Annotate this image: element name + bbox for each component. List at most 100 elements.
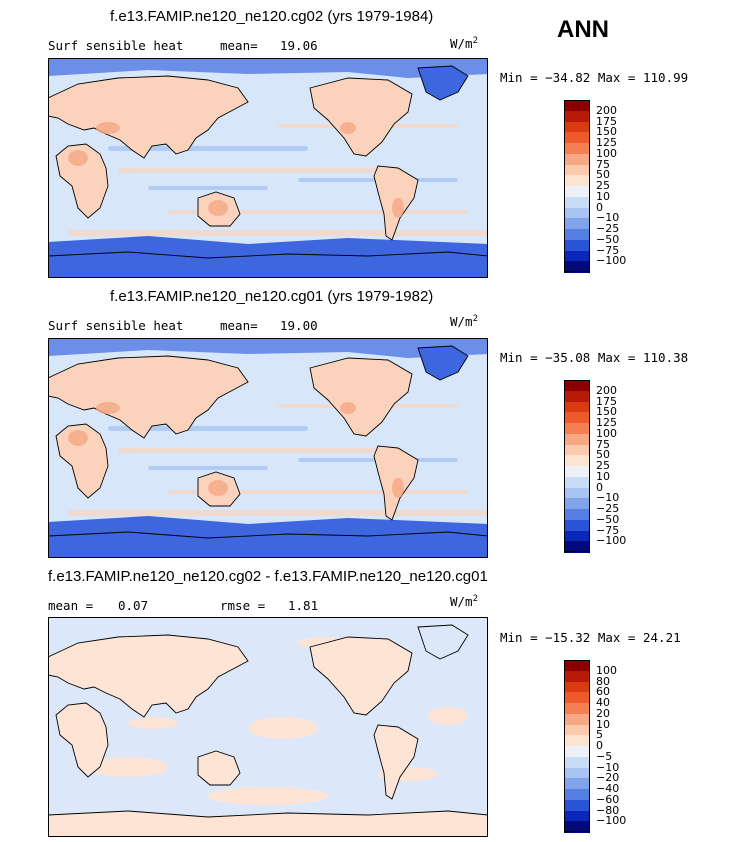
panel3-colorbar: 100 80 60 40 20 10 5 0 −5 −10 −20 −40 −60 −80 −100 [564,660,626,833]
panel3-minmax: Min = −15.32 Max = 24.21 [500,630,681,645]
colorbar-frame [564,660,590,832]
panel3-mean-label: mean = [48,598,94,613]
hot-spot [208,200,228,216]
continent-samerica [373,724,419,800]
colorbar-tick-label: −50 [596,232,620,246]
colorbar-frame [564,380,590,552]
colorbar-tick-label: 75 [596,437,610,451]
hot-spot [96,402,120,414]
warm-streak [118,448,378,453]
arctic-band [48,58,488,78]
diff-patch [248,717,318,739]
colorbar-tick-label: 5 [596,728,603,742]
continent-namerica [309,77,413,157]
colorbar-tick-label: 60 [596,685,610,699]
colorbar-tick-label: −25 [596,222,620,235]
colorbar-tick-label: 125 [596,136,617,149]
cool-streak [108,146,308,151]
colorbar-tick-label: 25 [596,179,610,192]
diff-patch [208,787,328,805]
panel1-colorbar: 200 175 150 125 100 75 50 25 10 0 −10 −25 −50 −75 −100 [564,100,626,273]
map-frame [48,617,488,837]
panel3-rmse-label: rmse = [220,598,266,613]
cool-streak [148,186,268,190]
cool-streak [148,466,268,470]
panel3-rmse-value: 1.81 [288,598,319,613]
hot-spot [68,150,88,166]
panel1-map [48,58,488,278]
colorbar-tick-label: −100 [596,814,627,828]
map-frame [48,338,488,558]
panel2-mean-label: mean= [220,318,258,333]
warm-streak [68,230,488,236]
continent-eurasia [48,355,249,439]
colorbar-tick-label: −10 [596,211,620,225]
continent-africa [55,702,109,778]
colorbar-tick-label: −100 [596,534,627,548]
colorbar-tick-label: 80 [596,674,610,688]
colorbar-tick-label: 200 [596,383,617,397]
colorbar-tick-label: −100 [596,254,627,268]
warm-streak [68,510,488,516]
panel1-mean-label: mean= [220,38,258,53]
colorbar-tick-label: −25 [596,502,620,515]
colorbar-tick-label: 0 [596,200,603,214]
colorbar-tick-label: 40 [596,696,610,709]
diff-patch [88,757,168,777]
hot-spot [68,430,88,446]
panel3-units: W/m2 [450,594,478,610]
panel2-map [48,338,488,558]
continent-antarctica [48,251,488,278]
panel1-variable: Surf sensible heat [48,38,184,53]
hot-spot [392,198,404,218]
colorbar-tick-label: 100 [596,146,617,160]
colorbar-tick-label: 50 [596,168,610,182]
panel3-map [48,617,488,837]
panel1-minmax: Min = −34.82 Max = 110.99 [500,70,689,85]
panel2-mean-value: 19.00 [280,318,318,333]
colorbar-tick-label: 150 [596,405,617,419]
colorbar-tick-label: 150 [596,125,617,139]
continent-africa [55,143,109,219]
continent-africa [55,423,109,499]
continent-antarctica [48,531,488,558]
colorbar-tick-label: −75 [596,243,620,257]
colorbar-tick-label: 125 [596,416,617,429]
continent-antarctica [48,810,488,837]
arctic-band [48,338,488,358]
continent-namerica [309,636,413,716]
panel3-mean-value: 0.07 [118,598,149,613]
colorbar-tick-label: −40 [596,782,620,795]
colorbar-tick-label: 50 [596,448,610,462]
colorbar-tick-label: 75 [596,157,610,171]
panel2-units: W/m2 [450,314,478,330]
hot-spot [208,480,228,496]
colorbar-tick-label: −5 [596,749,613,763]
colorbar-tick-label: −80 [596,803,620,817]
panel3-title: f.e13.FAMIP.ne120_ne120.cg02 - f.e13.FAM… [48,568,488,585]
panel2-colorbar: 200 175 150 125 100 75 50 25 10 0 −10 −25 −50 −75 −100 [564,380,626,553]
colorbar-tick-label: 10 [596,189,610,203]
colorbar-tick-label: −10 [596,491,620,505]
continent-greenland [417,345,469,381]
colorbar-tick-label: 200 [596,103,617,117]
colorbar-tick-label: −50 [596,512,620,526]
continent-namerica [309,357,413,437]
colorbar-tick-label: 10 [596,717,610,731]
colorbar-frame [564,100,590,272]
hot-spot [96,122,120,134]
panel1-mean-value: 19.06 [280,38,318,53]
continent-eurasia [48,634,249,718]
colorbar-tick-label: 20 [596,706,610,720]
colorbar-tick-label: 175 [596,114,617,128]
cool-streak [108,426,308,431]
panel2-title: f.e13.FAMIP.ne120_ne120.cg01 (yrs 1979-1… [110,288,434,305]
continent-greenland [417,624,469,660]
continent-greenland [417,65,469,101]
continent-australia [197,750,241,786]
colorbar-tick-label: −60 [596,792,620,806]
colorbar-tick-label: 0 [596,480,603,494]
diff-patch [128,717,178,729]
hot-spot [340,402,356,414]
diff-patch [428,707,468,725]
